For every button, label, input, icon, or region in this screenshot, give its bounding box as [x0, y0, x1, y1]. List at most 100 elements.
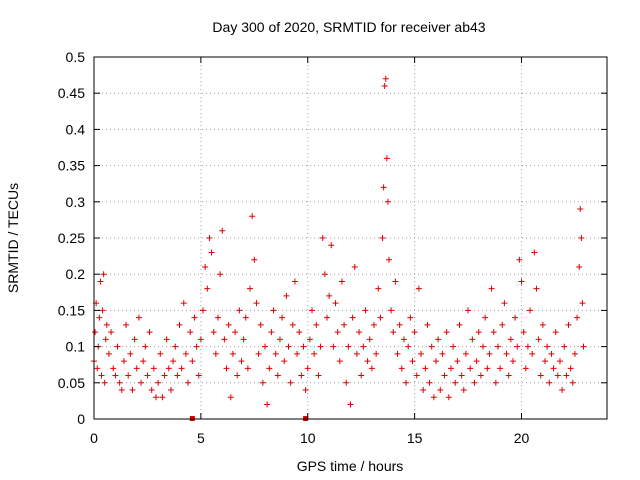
data-point — [349, 314, 356, 321]
y-tick-labels: 0 0.05 0.1 0.15 0.2 0.25 0.3 0.35 0.4 0.45 0.5 — [58, 49, 85, 427]
y-tick-label: 0 — [77, 411, 85, 427]
data-point — [101, 379, 108, 386]
data-point — [512, 314, 519, 321]
data-point — [208, 249, 215, 256]
data-point — [264, 401, 271, 408]
data-point — [332, 300, 339, 307]
data-point — [165, 365, 172, 372]
data-point — [302, 387, 309, 394]
y-tick-label: 0.25 — [58, 230, 85, 246]
data-point — [223, 365, 230, 372]
data-point — [375, 285, 382, 292]
data-point — [447, 365, 454, 372]
data-point — [114, 343, 121, 350]
data-point — [176, 321, 183, 328]
data-point — [577, 206, 584, 213]
data-point — [116, 379, 123, 386]
data-point — [569, 379, 576, 386]
data-point — [441, 372, 448, 379]
data-point — [102, 336, 109, 343]
data-point — [210, 329, 217, 336]
data-point — [482, 314, 489, 321]
data-point — [138, 379, 145, 386]
x-tick-label: 0 — [90, 430, 98, 446]
data-point — [123, 321, 130, 328]
data-point — [242, 314, 249, 321]
data-point — [380, 184, 387, 191]
data-point — [334, 329, 341, 336]
data-point — [535, 336, 542, 343]
data-point — [163, 336, 170, 343]
data-point — [505, 372, 512, 379]
data-point — [445, 394, 452, 401]
data-point — [206, 235, 213, 241]
data-point — [306, 336, 313, 343]
data-point — [413, 372, 420, 379]
data-point — [193, 343, 200, 350]
data-point — [514, 343, 521, 350]
data-point — [458, 372, 465, 379]
data-point — [501, 300, 508, 307]
data-point — [366, 336, 373, 343]
x-tick-label: 15 — [407, 430, 423, 446]
data-point — [279, 314, 286, 321]
data-point — [105, 350, 112, 357]
data-point — [480, 343, 487, 350]
data-point — [185, 379, 192, 386]
data-point — [330, 343, 337, 350]
data-point — [341, 321, 348, 328]
data-point — [129, 387, 136, 394]
data-point — [529, 350, 536, 357]
x-tick-label: 10 — [300, 430, 316, 446]
data-point — [351, 263, 358, 270]
data-point — [118, 387, 125, 394]
data-point — [373, 350, 380, 357]
data-point — [507, 336, 514, 343]
data-point — [345, 343, 352, 350]
y-tick-label: 0.05 — [58, 375, 85, 391]
data-point — [296, 329, 303, 336]
data-point — [281, 358, 288, 365]
data-point — [159, 394, 166, 401]
data-point — [539, 321, 546, 328]
data-point — [452, 379, 459, 386]
data-point — [546, 379, 553, 386]
data-point — [259, 379, 266, 386]
data-point — [285, 343, 292, 350]
data-point — [522, 365, 529, 372]
data-point — [435, 336, 442, 343]
x-axis-label: GPS time / hours — [297, 458, 404, 474]
data-point — [229, 350, 236, 357]
data-point — [178, 365, 185, 372]
data-point — [120, 358, 127, 365]
data-point — [418, 350, 425, 357]
data-point — [559, 387, 566, 394]
data-point — [422, 365, 429, 372]
data-point — [311, 350, 318, 357]
data-point — [150, 365, 157, 372]
data-point — [405, 343, 412, 350]
data-point — [381, 82, 388, 89]
data-point — [125, 372, 132, 379]
data-point — [253, 300, 260, 307]
data-point — [467, 365, 474, 372]
x-tick-labels: 0 5 10 15 20 — [90, 430, 529, 446]
data-point — [579, 300, 586, 307]
data-point — [544, 343, 551, 350]
data-point — [428, 343, 435, 350]
data-point — [400, 336, 407, 343]
y-tick-label: 0.2 — [66, 266, 86, 282]
data-point — [531, 249, 538, 256]
data-point — [272, 350, 279, 357]
y-tick-label: 0.5 — [66, 49, 86, 65]
data-point — [347, 401, 354, 408]
data-point — [548, 350, 555, 357]
data-point — [503, 350, 510, 357]
y-tick-label: 0.35 — [58, 158, 85, 174]
data-point — [490, 329, 497, 336]
data-point — [127, 350, 134, 357]
data-point — [368, 365, 375, 372]
data-point — [488, 285, 495, 292]
data-point — [473, 358, 480, 365]
data-point — [409, 358, 416, 365]
